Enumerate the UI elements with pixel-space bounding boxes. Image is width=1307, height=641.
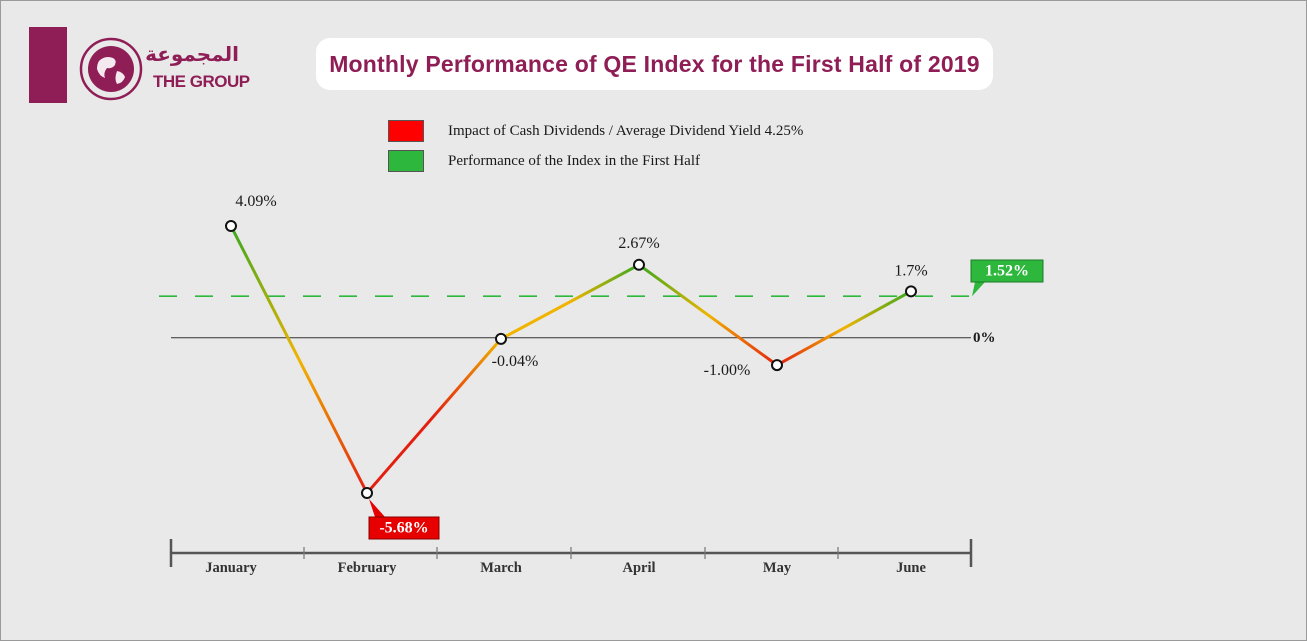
data-point [771, 359, 783, 372]
series-segment [775, 289, 913, 367]
data-label: 2.67% [618, 235, 659, 252]
brand-bar [29, 27, 67, 103]
globe-logo-icon [79, 37, 143, 101]
average-callout-box [970, 259, 1044, 283]
data-point [905, 285, 917, 298]
x-tick-label: January [205, 560, 257, 576]
legend-item-performance: Performance of the Index in the First Ha… [388, 149, 700, 173]
series-segment [499, 263, 641, 341]
min-callout-box [368, 516, 440, 540]
x-tick-label: April [622, 560, 655, 576]
title-box: Monthly Performance of QE Index for the … [316, 38, 993, 90]
x-tick-label: June [896, 560, 926, 576]
average-callout-pointer [972, 282, 985, 297]
data-label: -0.04% [492, 353, 539, 370]
data-point [225, 220, 237, 232]
series-segment [365, 337, 503, 495]
series-segment [637, 263, 779, 367]
legend-swatch-dividends [388, 120, 424, 142]
legend-label-performance: Performance of the Index in the First Ha… [448, 152, 701, 169]
data-label: 4.09% [235, 193, 276, 210]
data-label: 1.7% [894, 262, 927, 279]
x-tick-label: February [338, 560, 398, 576]
data-point [361, 487, 373, 499]
data-label: -1.00% [704, 362, 751, 379]
data-label: -5.68% [379, 520, 428, 537]
series-segment [229, 224, 369, 495]
chart-title: Monthly Performance of QE Index for the … [329, 50, 980, 77]
data-point [495, 332, 507, 345]
legend-swatch-performance [388, 150, 424, 172]
average-callout-label: 1.52% [985, 263, 1029, 280]
legend-label-dividends: Impact of Cash Dividends / Average Divid… [448, 122, 804, 139]
brand-name-arabic: المجموعة [145, 42, 239, 66]
legend-item-dividends: Impact of Cash Dividends / Average Divid… [388, 119, 803, 143]
data-point [633, 258, 645, 271]
zero-line-label: 0% [973, 330, 996, 346]
x-tick-label: March [480, 560, 522, 576]
brand-name-english: THE GROUP [153, 72, 250, 91]
x-tick-label: May [763, 560, 792, 576]
min-callout-pointer [369, 499, 385, 517]
